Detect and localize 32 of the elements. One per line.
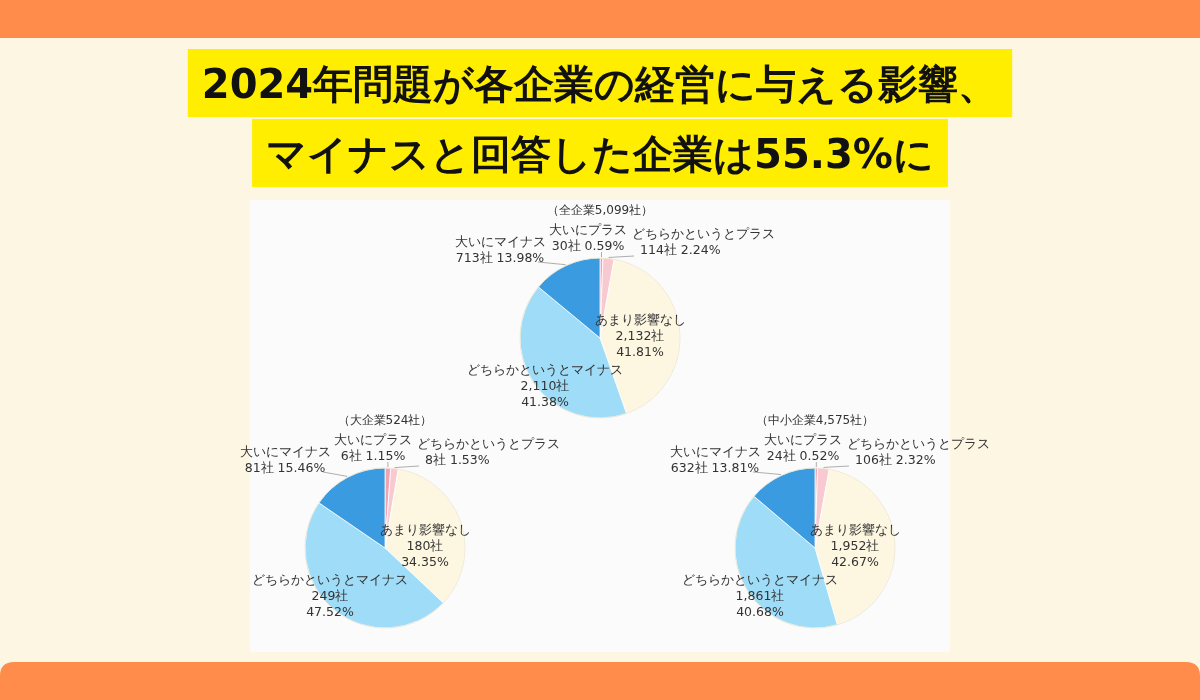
data-label: 2,110社 41.38%	[520, 378, 570, 409]
chart-title: （中小企業4,575社）	[755, 413, 875, 427]
data-label: 24社 0.52%	[766, 448, 840, 463]
slice-label: 大いにプラス	[334, 432, 412, 447]
data-label: 2,132社 41.81%	[615, 328, 665, 359]
slice-label: 大いにプラス	[764, 432, 842, 447]
text: マイナスと回答した企業は55.3%に	[266, 131, 934, 177]
slice-label: どちらかというとマイナス	[467, 362, 623, 377]
slice-label: どちらかというとプラス	[417, 436, 560, 451]
slice-label: どちらかというとマイナス	[682, 572, 838, 587]
slice-label: 大いにマイナス	[239, 444, 331, 459]
data-label: 249社 47.52%	[306, 588, 354, 619]
chart-title: （大企業524社）	[337, 413, 433, 427]
chart-title: （全企業5,099社）	[546, 203, 654, 217]
slice-label: 大いにマイナス	[669, 444, 761, 459]
slice-label: どちらかというとプラス	[632, 226, 775, 241]
data-label: 632社 13.81%	[670, 460, 760, 475]
data-label: 1,861社 40.68%	[735, 588, 785, 619]
data-label: 114社 2.24%	[640, 242, 721, 257]
data-label: 713社 13.98%	[455, 250, 545, 265]
data-label: 6社 1.15%	[340, 448, 406, 463]
slice-label: どちらかというとマイナス	[252, 572, 408, 587]
data-label: 106社 2.32%	[855, 452, 936, 467]
data-label: 8社 1.53%	[425, 452, 490, 467]
slice-label: 大いにプラス	[549, 222, 627, 237]
data-label: 1,952社 42.67%	[830, 538, 880, 569]
text: 2024年問題が各企業の経営に与える影響、	[201, 61, 999, 107]
slice-label: どちらかというとプラス	[847, 436, 990, 451]
data-label: 30社 0.59%	[551, 238, 625, 253]
data-label: 180社 34.35%	[401, 538, 449, 569]
slice-label: 大いにマイナス	[454, 234, 546, 249]
data-label: 81社 15.46%	[244, 460, 326, 475]
